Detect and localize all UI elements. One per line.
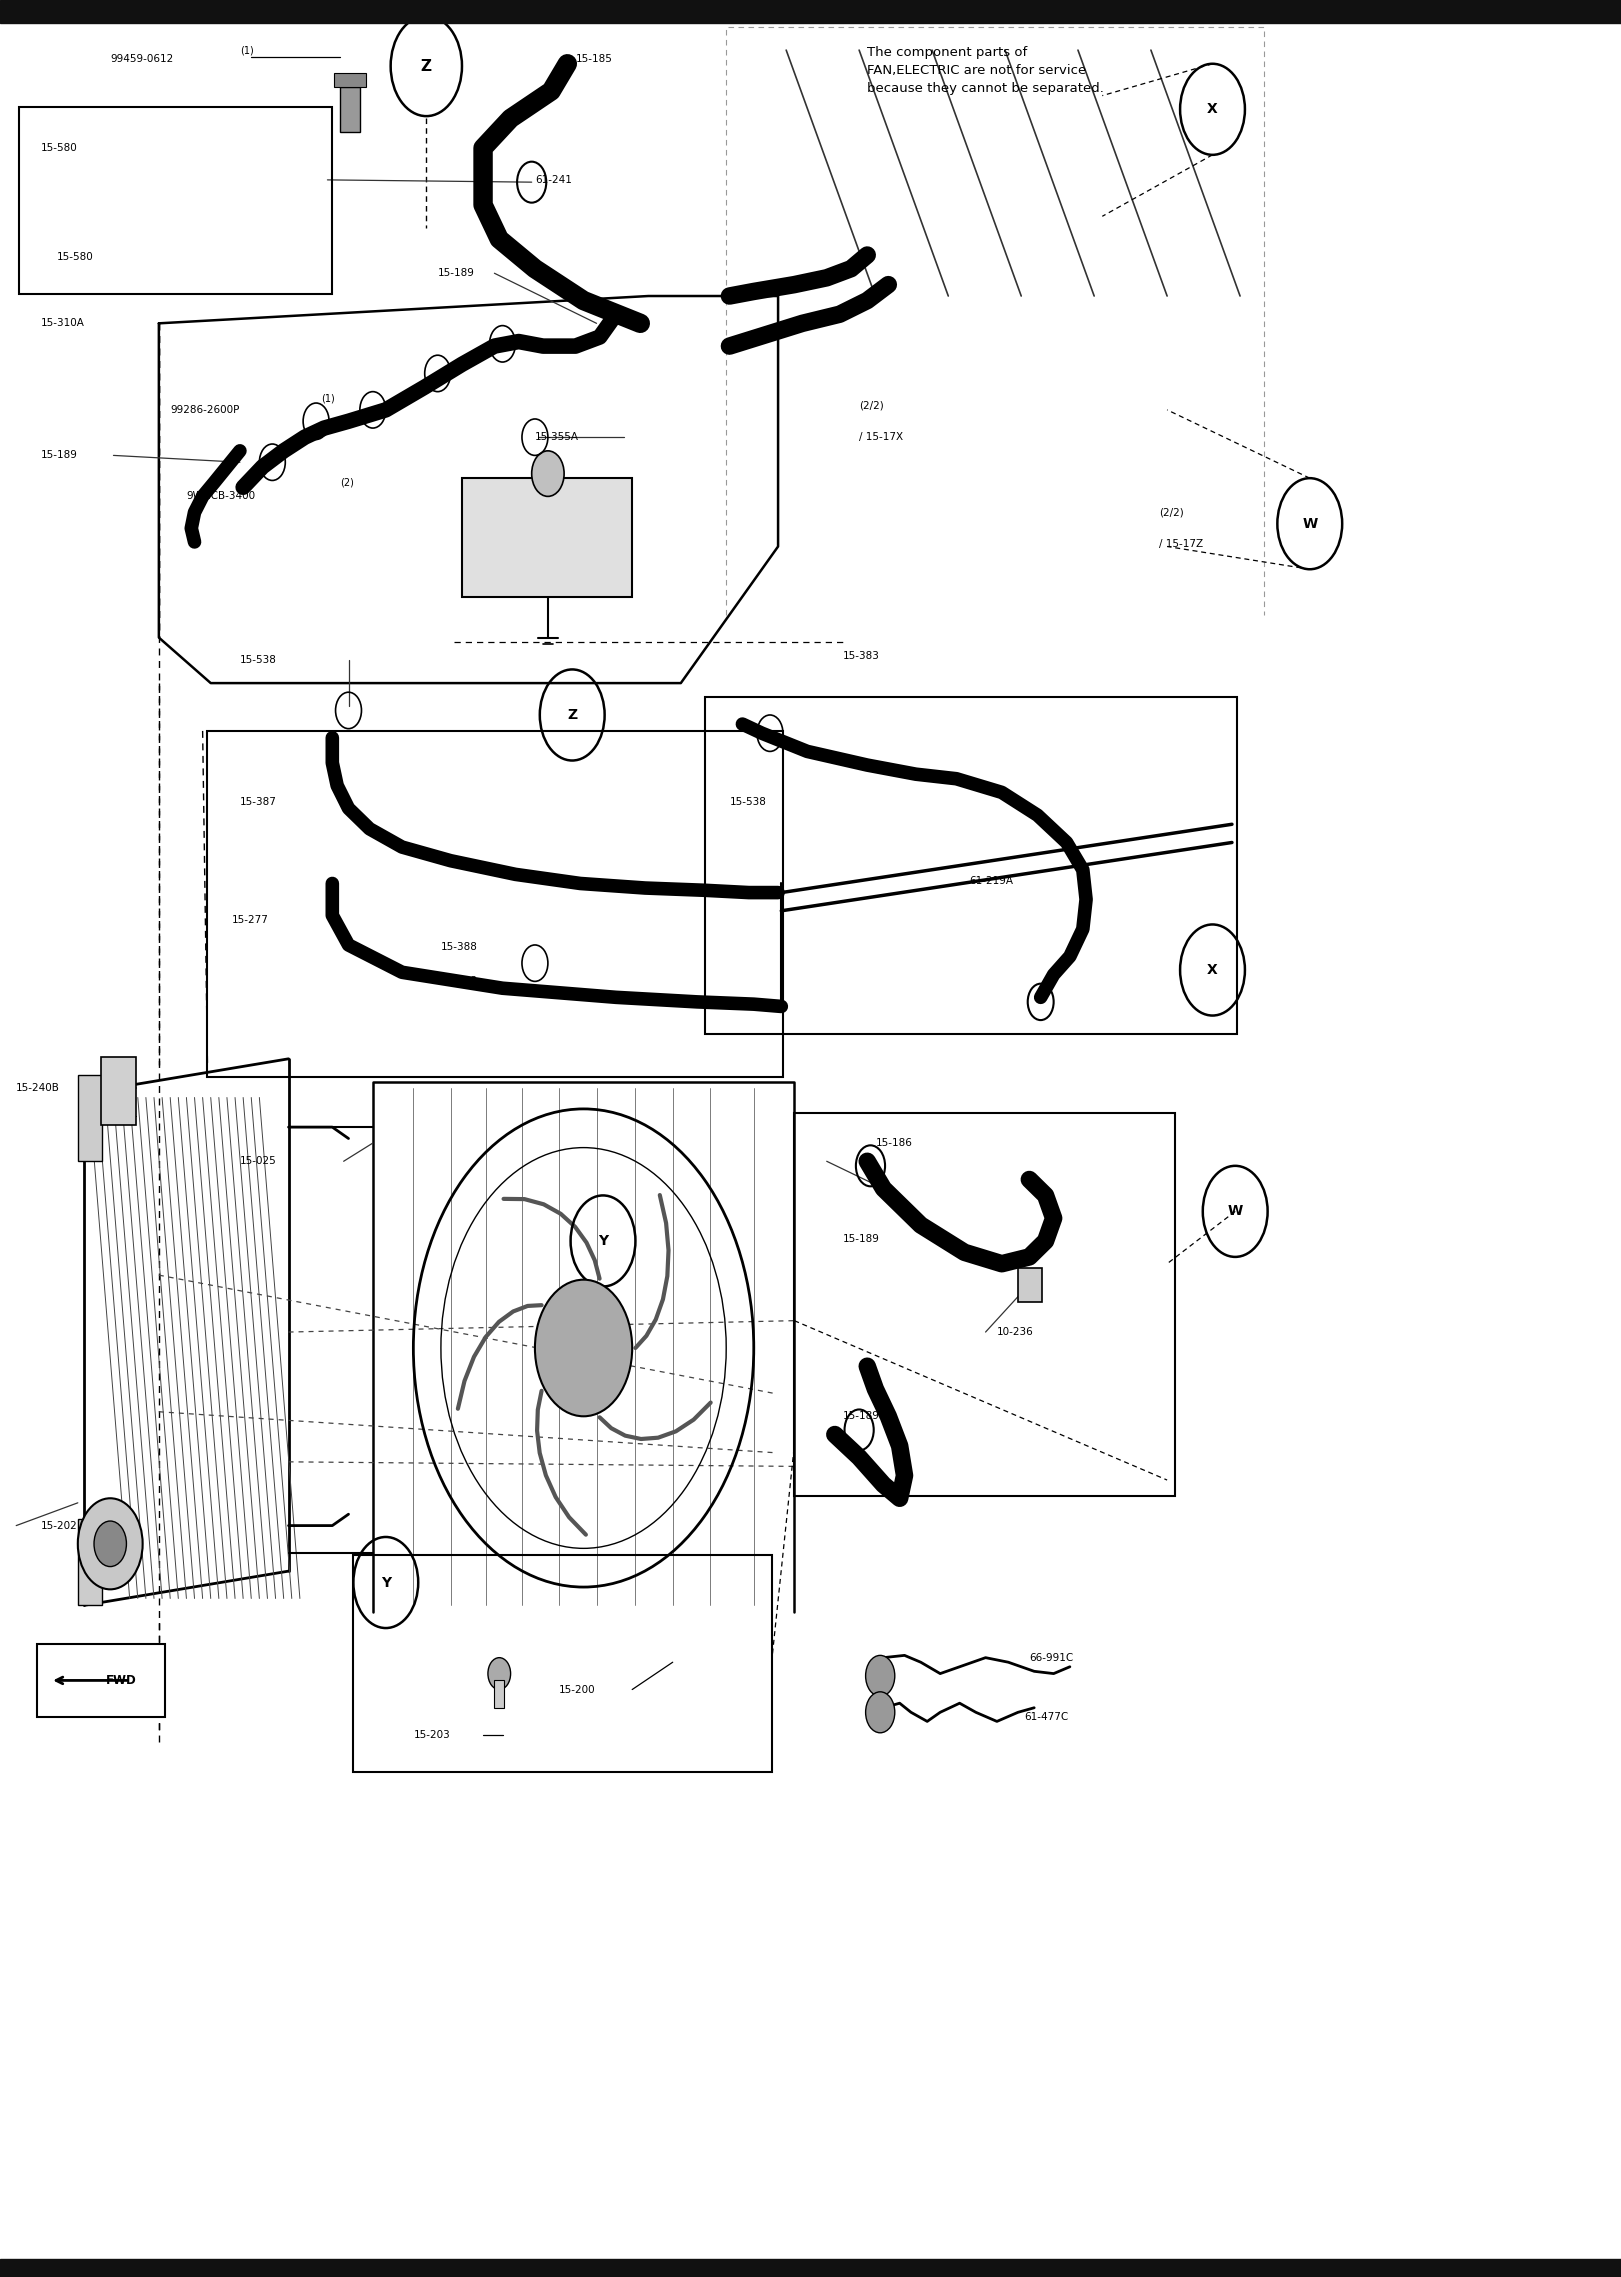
Bar	[1018, 1268, 1042, 1302]
Bar	[353, 1555, 772, 1772]
Bar	[340, 87, 360, 132]
Text: Y: Y	[381, 1576, 391, 1589]
Bar	[794, 1113, 1175, 1496]
Text: (2/2): (2/2)	[1159, 508, 1183, 517]
Text: 15-189: 15-189	[843, 1234, 880, 1243]
Text: 15-189: 15-189	[41, 451, 78, 460]
Bar	[207, 731, 783, 1077]
Text: 15-202: 15-202	[41, 1521, 78, 1530]
Text: Y: Y	[598, 1234, 608, 1248]
Circle shape	[535, 1280, 632, 1416]
Text: 99459-0612: 99459-0612	[110, 55, 173, 64]
Text: W: W	[1227, 1205, 1243, 1218]
Circle shape	[78, 1498, 143, 1589]
Text: 9WNCB-3400: 9WNCB-3400	[186, 492, 256, 501]
Text: (1): (1)	[240, 46, 253, 55]
Text: 15-189: 15-189	[843, 1412, 880, 1421]
Bar	[0, 0, 1621, 23]
Text: 10-236: 10-236	[997, 1327, 1034, 1337]
Circle shape	[488, 1658, 511, 1690]
Bar	[494, 1680, 504, 1708]
Text: 61-241: 61-241	[535, 175, 572, 184]
Text: 15-186: 15-186	[875, 1138, 913, 1148]
Text: 15-277: 15-277	[232, 915, 269, 924]
Text: W: W	[1302, 517, 1318, 531]
Text: X: X	[1208, 963, 1217, 977]
Text: (2/2): (2/2)	[859, 401, 883, 410]
Text: 15-200: 15-200	[559, 1685, 597, 1694]
Text: 15-538: 15-538	[240, 656, 277, 665]
Text: 15-189: 15-189	[438, 269, 475, 278]
Text: 15-387: 15-387	[240, 797, 277, 806]
Text: 15-538: 15-538	[441, 977, 478, 986]
Text: 15-025: 15-025	[240, 1157, 277, 1166]
FancyBboxPatch shape	[37, 1644, 165, 1717]
Bar	[0, 2259, 1621, 2277]
Text: (2): (2)	[340, 478, 355, 487]
Text: 15-538: 15-538	[729, 797, 767, 806]
Bar	[101, 1057, 136, 1125]
Text: 99286-2600P: 99286-2600P	[170, 405, 240, 414]
Text: 61-477C: 61-477C	[1024, 1712, 1068, 1721]
Text: 15-580: 15-580	[57, 253, 94, 262]
Bar	[78, 1519, 102, 1605]
Text: 15-388: 15-388	[441, 943, 478, 952]
Text: 61-219A: 61-219A	[969, 877, 1013, 886]
Text: / 15-17X: / 15-17X	[859, 433, 903, 442]
Circle shape	[94, 1521, 126, 1567]
Bar	[705, 697, 1237, 1034]
Text: 15-310A: 15-310A	[41, 319, 84, 328]
Bar	[78, 1075, 102, 1161]
Text: Z: Z	[421, 59, 431, 73]
Circle shape	[866, 1692, 895, 1733]
Circle shape	[532, 451, 564, 496]
Text: FWD: FWD	[107, 1674, 136, 1687]
Text: 15-350: 15-350	[584, 519, 621, 528]
Text: The component parts of
FAN,ELECTRIC are not for service
because they cannot be s: The component parts of FAN,ELECTRIC are …	[867, 46, 1104, 96]
Text: 15-355A: 15-355A	[535, 433, 579, 442]
Text: / 15-17Z: / 15-17Z	[1159, 540, 1203, 549]
Bar	[19, 107, 332, 294]
Bar	[462, 478, 632, 597]
Text: Z: Z	[567, 708, 577, 722]
Text: X: X	[1208, 102, 1217, 116]
Text: 15-240B: 15-240B	[16, 1084, 60, 1093]
Text: 15-580: 15-580	[41, 143, 78, 153]
Text: 15-383: 15-383	[843, 651, 880, 660]
Text: 15-185: 15-185	[575, 55, 613, 64]
Text: 15-203: 15-203	[413, 1731, 451, 1740]
Circle shape	[866, 1655, 895, 1696]
Bar	[334, 73, 366, 87]
Text: (1): (1)	[321, 394, 334, 403]
Text: 66-991C: 66-991C	[1029, 1653, 1073, 1662]
